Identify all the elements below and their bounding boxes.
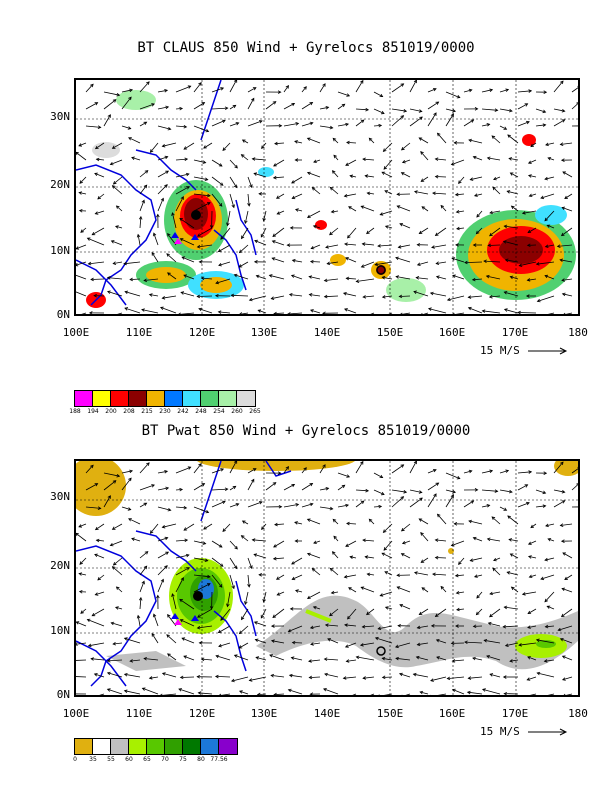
colorbar-swatch	[219, 739, 237, 754]
colorbar-swatch	[147, 739, 165, 754]
panel1-lon-label: 160E	[438, 326, 466, 339]
panel2-pwat-shading	[76, 461, 578, 671]
panel2-map-svg	[76, 461, 578, 695]
colorbar-tick-label: 230	[159, 408, 171, 415]
colorbar-swatch	[165, 739, 183, 754]
colorbar-swatch	[111, 739, 129, 754]
colorbar-swatch	[75, 391, 93, 406]
panel1-lon-label: 100E	[62, 326, 90, 339]
panel1-map-svg	[76, 80, 578, 314]
panel2-lat-label: 0N	[56, 688, 70, 701]
colorbar-swatch	[75, 739, 93, 754]
panel1-lon-label: 120E	[188, 326, 216, 339]
panel2-lon-label: 110E	[125, 707, 153, 720]
colorbar-tick-label: 242	[177, 408, 189, 415]
panel2-lat-label: 30N	[50, 490, 70, 503]
panel1-vector-reference: 15 M/S	[480, 344, 572, 357]
colorbar-swatch	[183, 391, 201, 406]
colorbar-tick-label: 75	[179, 756, 187, 763]
panel2-lon-label: 140E	[313, 707, 341, 720]
panel1-lon-label: 110E	[125, 326, 153, 339]
panel1-lat-label: 30N	[50, 110, 70, 123]
colorbar-tick-label: 80	[197, 756, 205, 763]
colorbar-tick-label: 260	[231, 408, 243, 415]
panel1-vector-reference-label: 15 M/S	[480, 344, 520, 357]
panel2-lon-label: 120E	[188, 707, 216, 720]
panel1-gridlines	[76, 80, 578, 314]
colorbar-tick-label: 70	[161, 756, 169, 763]
colorbar-swatch	[93, 391, 111, 406]
colorbar-tick-label: 265	[249, 408, 261, 415]
panel2-lon-label: 170E	[501, 707, 529, 720]
panel1-lat-label: 10N	[50, 244, 70, 257]
panel2-lon-label: 100E	[62, 707, 90, 720]
colorbar-swatch	[111, 391, 129, 406]
colorbar-tick-label: 60	[125, 756, 133, 763]
panel1-lon-label: 140E	[313, 326, 341, 339]
panel2-vector-reference-label: 15 M/S	[480, 725, 520, 738]
colorbar-swatch	[165, 391, 183, 406]
panel1-map	[74, 78, 580, 316]
panel1-lon-label: 130E	[250, 326, 278, 339]
colorbar-tick-label: 0	[73, 756, 77, 763]
colorbar-tick-label: 248	[195, 408, 207, 415]
panel2-wind-vectors	[76, 461, 578, 695]
panel1-gyre-markers	[171, 210, 386, 275]
panel1-wind-vectors	[76, 80, 578, 314]
panel2-lat-label: 10N	[50, 624, 70, 637]
colorbar-swatch	[129, 739, 147, 754]
panel2-title: BT Pwat 850 Wind + Gyrelocs 851019/0000	[141, 423, 471, 439]
panel2-lon-label: 130E	[250, 707, 278, 720]
panel2-colorbar	[74, 738, 238, 755]
panel2-gyre-markers	[171, 591, 386, 656]
panel2-map	[74, 459, 580, 697]
panel2-lat-label: 20N	[50, 559, 70, 572]
panel1-lon-label: 180	[568, 326, 588, 339]
panel2-lon-label: 180	[568, 707, 588, 720]
colorbar-swatch	[201, 391, 219, 406]
reference-arrow-icon	[528, 728, 568, 736]
colorbar-swatch	[93, 739, 111, 754]
panel1-lon-label: 170E	[501, 326, 529, 339]
colorbar-tick-label: 215	[141, 408, 153, 415]
panel2-lon-label: 150E	[376, 707, 404, 720]
panel1-lat-label: 20N	[50, 178, 70, 191]
panel1-lon-label: 150E	[376, 326, 404, 339]
colorbar-tick-label: 77.56	[210, 756, 228, 763]
colorbar-swatch	[129, 391, 147, 406]
colorbar-tick-label: 200	[105, 408, 117, 415]
colorbar-tick-label: 55	[107, 756, 115, 763]
colorbar-tick-label: 35	[89, 756, 97, 763]
colorbar-tick-label: 65	[143, 756, 151, 763]
colorbar-tick-label: 188	[69, 408, 81, 415]
colorbar-swatch	[183, 739, 201, 754]
colorbar-tick-label: 208	[123, 408, 135, 415]
colorbar-swatch	[237, 391, 255, 406]
colorbar-tick-label: 254	[213, 408, 225, 415]
panel1-lat-label: 0N	[56, 308, 70, 321]
colorbar-tick-label: 194	[87, 408, 99, 415]
reference-arrow-icon	[528, 347, 568, 355]
colorbar-swatch	[219, 391, 237, 406]
colorbar-swatch	[147, 391, 165, 406]
panel1-colorbar	[74, 390, 256, 407]
panel2-vector-reference: 15 M/S	[480, 725, 572, 738]
panel1-title: BT CLAUS 850 Wind + Gyrelocs 851019/0000	[137, 40, 475, 56]
colorbar-swatch	[201, 739, 219, 754]
panel1-cloud-shading	[86, 90, 576, 308]
panel2-lon-label: 160E	[438, 707, 466, 720]
panel2-gridlines	[76, 461, 578, 695]
